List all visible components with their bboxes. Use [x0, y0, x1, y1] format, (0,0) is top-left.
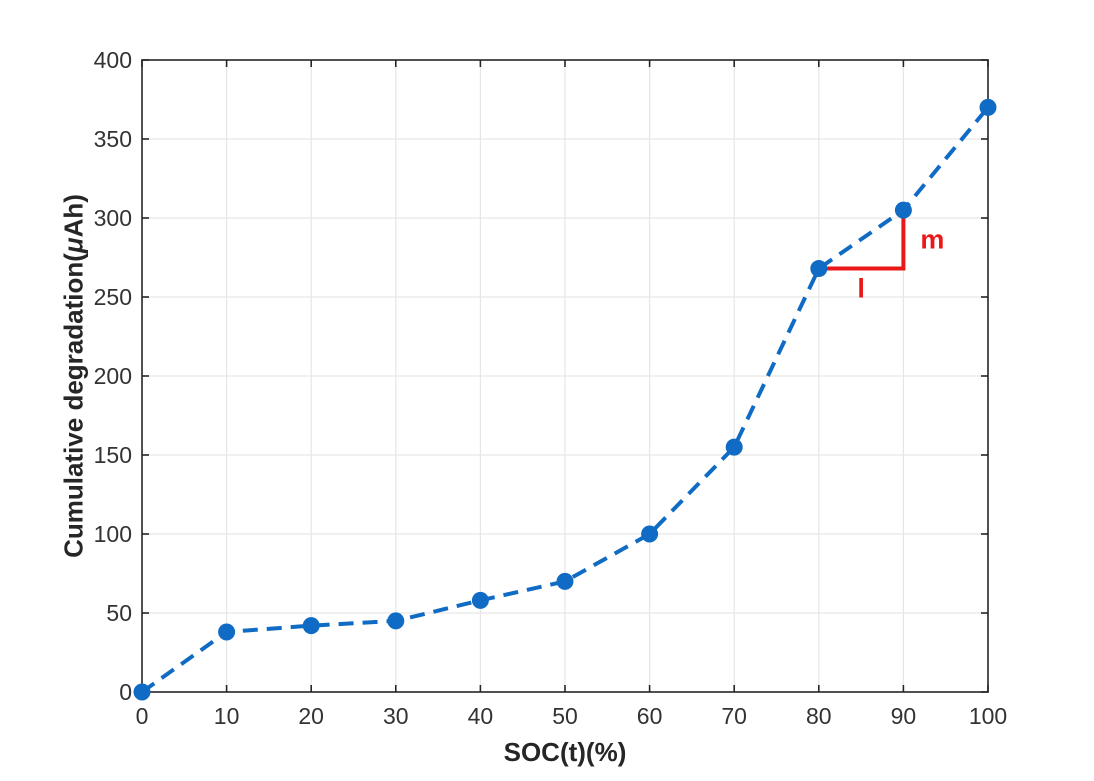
y-tick-label: 350 [94, 126, 132, 152]
mu-symbol: μ [58, 237, 89, 254]
y-tick-label: 250 [94, 284, 132, 310]
x-tick-label: 90 [891, 703, 917, 729]
y-tick-label: 150 [94, 442, 132, 468]
data-point [641, 525, 659, 543]
x-tick-label: 100 [969, 703, 1007, 729]
data-point [556, 572, 574, 590]
x-tick-label: 70 [721, 703, 747, 729]
data-point [387, 612, 405, 630]
x-tick-label: 30 [383, 703, 409, 729]
y-tick-label: 100 [94, 521, 132, 547]
y-tick-label: 200 [94, 363, 132, 389]
data-line [140, 106, 990, 694]
data-point [725, 438, 743, 456]
data-point [810, 260, 828, 278]
x-tick-label: 20 [298, 703, 324, 729]
x-tick-label: 60 [637, 703, 663, 729]
y-tick-label: 50 [106, 600, 132, 626]
data-point [133, 683, 151, 701]
x-tick-label: 50 [552, 703, 578, 729]
data-point [218, 623, 236, 641]
x-tick-label: 80 [806, 703, 832, 729]
data-point [979, 98, 997, 116]
data-point [471, 591, 489, 609]
slope-rise-label: m [920, 224, 944, 254]
y-axis-label-prefix: Cumulative degradation( [58, 253, 89, 558]
slope-run-label: l [857, 274, 865, 304]
data-point [894, 201, 912, 219]
y-axis-label-suffix: Ah) [58, 194, 89, 238]
x-axis-label: SOC(t)(%) [503, 737, 627, 767]
slope-indicator-lines [818, 210, 906, 271]
x-tick-label: 10 [214, 703, 240, 729]
x-tick-label: 40 [468, 703, 494, 729]
x-tick-label: 0 [136, 703, 149, 729]
y-axis-label: Cumulative degradation(μAh) [59, 194, 90, 558]
data-point [302, 617, 320, 635]
y-tick-label: 0 [119, 679, 132, 705]
y-tick-label: 400 [94, 47, 132, 73]
y-tick-label: 300 [94, 205, 132, 231]
